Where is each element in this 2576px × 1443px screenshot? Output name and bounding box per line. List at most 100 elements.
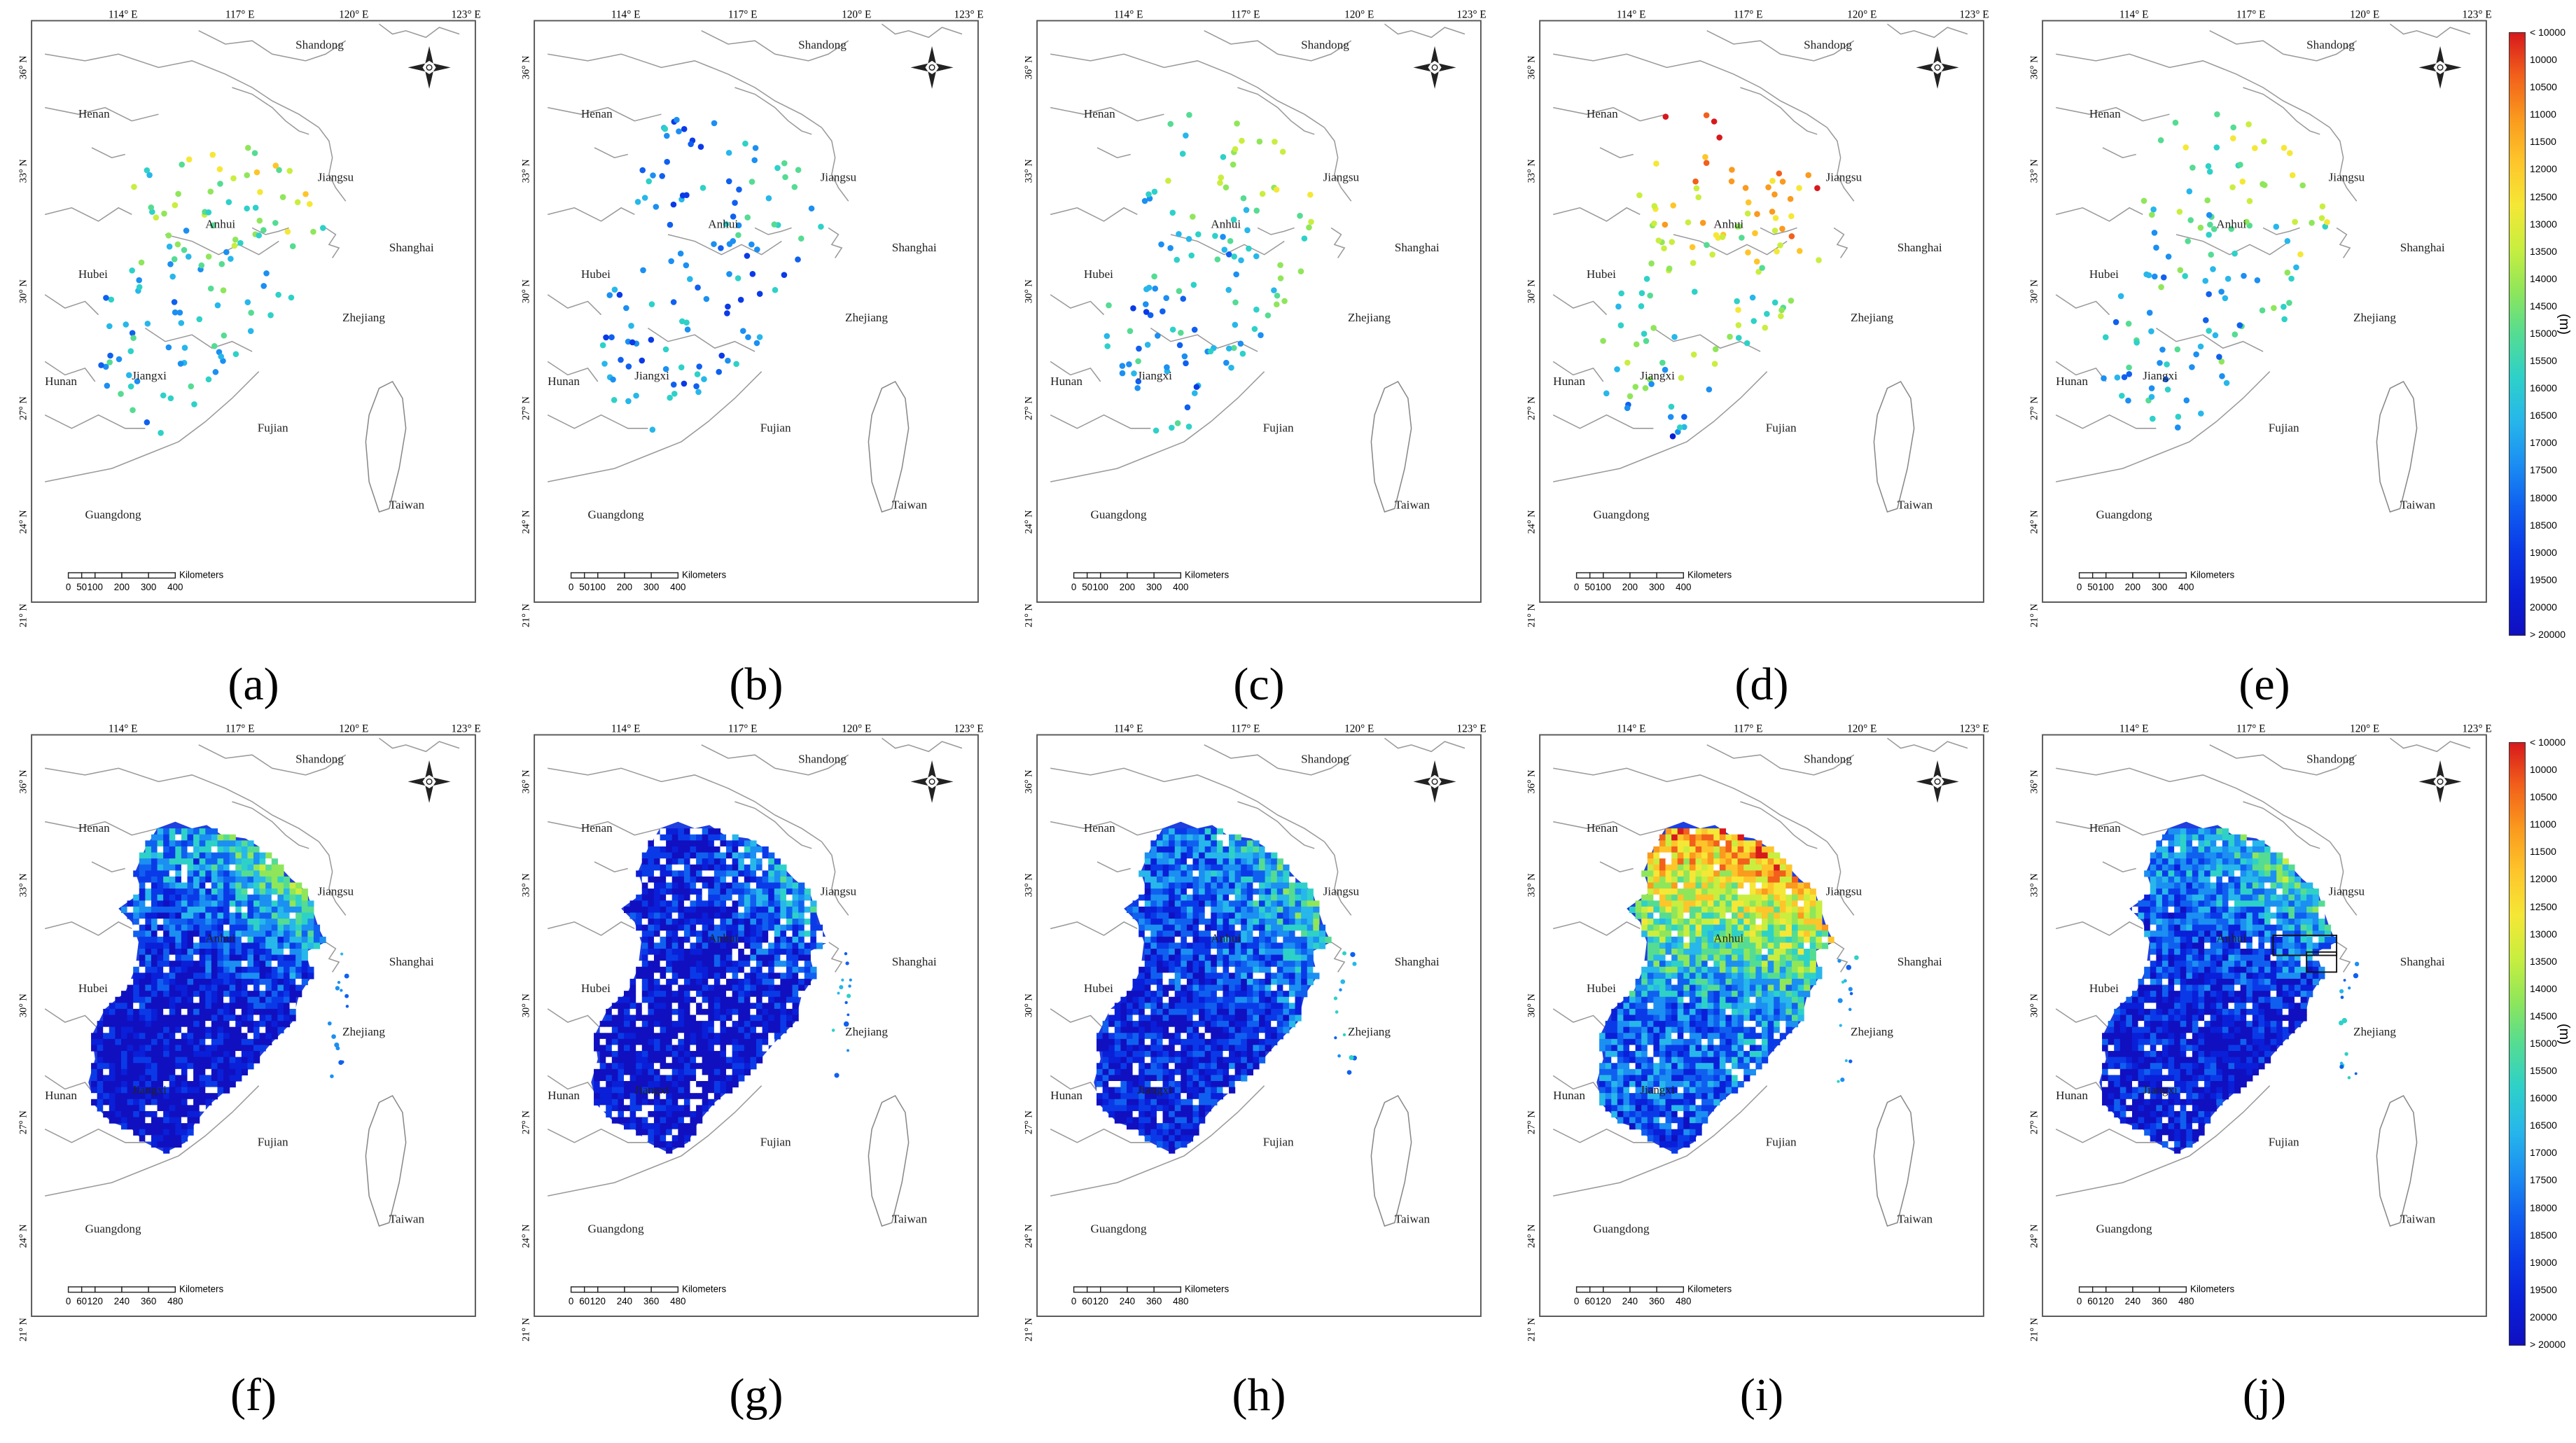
raster-cell [97, 1068, 104, 1075]
raster-cell [1181, 1008, 1188, 1016]
raster-cell [181, 840, 188, 847]
raster-cell [1253, 1045, 1260, 1052]
raster-cell [1241, 840, 1248, 847]
raster-cell [259, 984, 266, 991]
raster-cell [241, 942, 248, 949]
raster-cell [678, 919, 685, 926]
raster-cell [1211, 852, 1218, 859]
raster-cell [678, 1141, 685, 1148]
station-point [734, 275, 742, 281]
raster-cell [1246, 961, 1253, 968]
raster-cell [744, 961, 751, 968]
raster-cell [1174, 1021, 1181, 1028]
raster-cell [762, 961, 769, 968]
scale-tick-label: 0 [66, 1296, 71, 1306]
raster-cell [1181, 846, 1188, 853]
raster-cell [1246, 984, 1253, 991]
raster-cell [1223, 961, 1230, 968]
raster-cell [1132, 1045, 1139, 1052]
raster-cell [726, 858, 733, 865]
raster-cell [1169, 924, 1176, 931]
raster-cell [1241, 954, 1248, 961]
station-point [1752, 230, 1758, 237]
raster-cell [181, 1123, 188, 1130]
station-point [1671, 334, 1678, 340]
raster-cell [1192, 852, 1199, 859]
raster-cell [151, 966, 158, 973]
island-cell [340, 1060, 344, 1064]
raster-cell [666, 888, 673, 895]
raster-cell [653, 1081, 661, 1088]
raster-cell [702, 834, 709, 841]
raster-cell [1276, 973, 1283, 980]
raster-cell [1259, 984, 1266, 991]
raster-cell [1162, 864, 1169, 871]
raster-cell [133, 1045, 140, 1052]
raster-cell [211, 858, 218, 865]
raster-cell [181, 942, 188, 949]
raster-cell [683, 870, 691, 877]
raster-cell [1223, 888, 1230, 895]
station-point [2206, 291, 2212, 298]
raster-cell [139, 858, 146, 865]
raster-cell [1132, 1057, 1139, 1064]
raster-cell [295, 991, 302, 998]
raster-cell [1259, 1051, 1266, 1058]
raster-cell [1253, 882, 1260, 889]
raster-cell [713, 1063, 721, 1070]
raster-cell [181, 1051, 188, 1058]
province-label-shanghai: Shanghai [1395, 241, 1440, 254]
lon-tick-label: 123° E [1457, 9, 1487, 21]
raster-cell [641, 852, 648, 859]
raster-cell [671, 1026, 678, 1033]
raster-cell [732, 882, 739, 889]
station-point [678, 364, 685, 370]
raster-cell [217, 1008, 224, 1016]
raster-cell [205, 834, 212, 841]
station-point [191, 401, 197, 407]
raster-cell [1234, 1008, 1241, 1016]
station-point [1749, 294, 1756, 301]
raster-cell [750, 1051, 757, 1058]
raster-cell [151, 1110, 158, 1118]
station-points [2101, 111, 2330, 431]
raster-cell [690, 834, 697, 841]
raster-cell [1241, 996, 1248, 1003]
raster-cell [732, 852, 739, 859]
raster-cell [678, 888, 685, 895]
station-point [2175, 413, 2182, 420]
station-point [2237, 161, 2243, 168]
station-point [1228, 364, 1234, 371]
raster-cell [1150, 973, 1157, 980]
raster-cell [277, 973, 284, 980]
raster-cell [1259, 930, 1266, 937]
raster-cell [1204, 991, 1211, 998]
raster-cell [1144, 1129, 1151, 1136]
raster-cell [199, 1045, 206, 1052]
raster-cell [606, 1057, 613, 1064]
station-point [176, 309, 183, 316]
raster-cell [1271, 984, 1278, 991]
station-point [2230, 135, 2236, 141]
raster-cell [1096, 1099, 1103, 1106]
raster-cell [1211, 1087, 1218, 1094]
raster-cell [666, 894, 673, 901]
raster-cell [1192, 894, 1199, 901]
province-label-anhui: Anhui [1713, 217, 1743, 230]
raster-cell [1181, 1003, 1188, 1010]
raster-cell [798, 924, 805, 931]
raster-cell [211, 961, 218, 968]
raster-cell [127, 906, 134, 914]
raster-cell [193, 834, 200, 841]
raster-cell [139, 1015, 146, 1022]
raster-cell [181, 973, 188, 980]
raster-cell [696, 919, 703, 926]
raster-cell [1186, 961, 1194, 968]
raster-cell [1288, 984, 1296, 991]
raster-cell [696, 1063, 703, 1070]
raster-cell [253, 954, 260, 961]
station-point [1796, 248, 1803, 254]
raster-cell [1139, 1038, 1146, 1046]
station-point [1650, 325, 1657, 331]
raster-cell [277, 949, 284, 956]
